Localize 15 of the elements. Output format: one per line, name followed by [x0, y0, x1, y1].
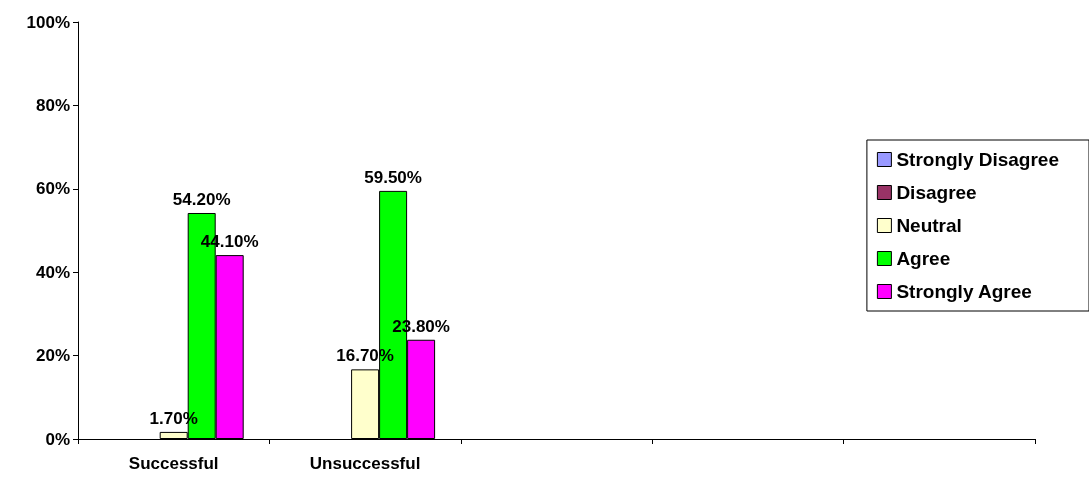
legend-label: Neutral	[896, 215, 962, 236]
legend-label: Disagree	[896, 182, 977, 203]
data-label: 59.50%	[364, 167, 422, 187]
legend-label: Agree	[896, 248, 951, 269]
y-tick-label: 0%	[45, 429, 70, 449]
y-tick-label: 20%	[35, 346, 70, 366]
x-tick-label: Successful	[128, 454, 219, 473]
y-tick-label: 80%	[35, 95, 70, 115]
y-tick-label: 40%	[35, 262, 70, 282]
legend-label: Strongly Disagree	[896, 149, 1060, 170]
legend-label: Strongly Agree	[896, 281, 1032, 302]
data-label: 54.20%	[172, 189, 231, 209]
y-tick-label: 60%	[35, 179, 70, 199]
x-tick-label: Unsuccessful	[309, 454, 421, 473]
y-tick-label: 100%	[26, 12, 70, 32]
